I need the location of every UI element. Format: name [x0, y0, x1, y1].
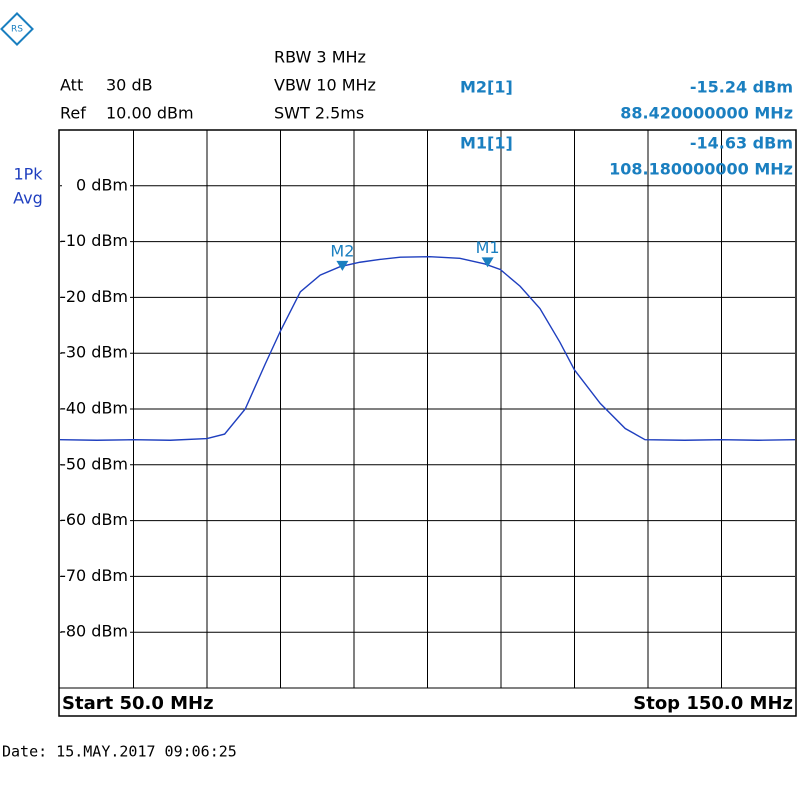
tick-label-bg: [62, 175, 130, 196]
date: Date: 15.MAY.2017 09:06:25: [2, 743, 237, 761]
y-tick-label: -70 dBm: [60, 566, 128, 585]
att-label: Att: [60, 76, 83, 95]
start-label: Start 50.0 MHz: [62, 693, 214, 714]
y-tick-label: 0 dBm: [76, 175, 128, 194]
ref: 10.00 dBm: [106, 104, 194, 123]
rbw: RBW 3 MHz: [274, 48, 366, 67]
svg-text:RS: RS: [11, 25, 23, 35]
tick-label-bg: [62, 343, 130, 364]
trace: [59, 255, 796, 441]
tick-label-bg: [62, 399, 130, 419]
y-tick-label: -10 dBm: [60, 231, 128, 250]
y-tick-label: -30 dBm: [60, 343, 128, 362]
stop-label: Stop 150.0 MHz: [633, 693, 793, 714]
tick-label-bg: [62, 510, 130, 531]
marker: [481, 257, 494, 268]
marker-name: M2: [330, 241, 354, 260]
marker-name: M1: [476, 238, 500, 257]
mode: Avg: [13, 189, 43, 208]
marker-readout-label: M1[1]: [460, 134, 513, 153]
ref-label: Ref: [60, 104, 86, 123]
y-tick-label: -40 dBm: [60, 399, 128, 418]
marker-readout-x: 108.180000000 MHz: [609, 160, 793, 179]
att: 30 dB: [106, 76, 153, 95]
marker-readout-y: -15.24 dBm: [690, 78, 793, 97]
logo: RS: [0, 12, 34, 46]
tick-label-bg: [62, 566, 130, 587]
marker-readout-x: 88.420000000 MHz: [620, 104, 793, 123]
y-tick-label: -60 dBm: [60, 510, 128, 529]
y-tick-label: -80 dBm: [60, 622, 128, 641]
y-tick-label: -50 dBm: [60, 454, 128, 473]
y-tick-label: -20 dBm: [60, 287, 128, 306]
swt: SWT 2.5ms: [274, 104, 364, 123]
tick-label-bg: [62, 622, 130, 643]
detector: 1Pk: [13, 165, 43, 184]
vbw: VBW 10 MHz: [274, 76, 376, 95]
marker-readout-label: M2[1]: [460, 78, 513, 97]
marker-readout-y: -14.63 dBm: [690, 134, 793, 153]
marker: [336, 260, 349, 271]
tick-label-bg: [62, 231, 130, 252]
tick-label-bg: [62, 454, 130, 475]
tick-label-bg: [62, 287, 130, 308]
